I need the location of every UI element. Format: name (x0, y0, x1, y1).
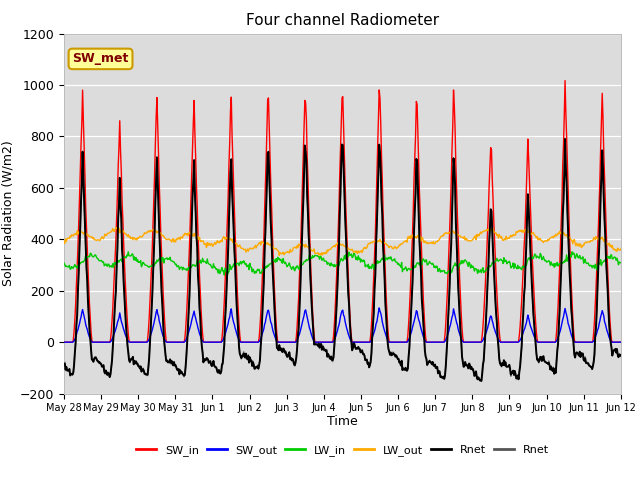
SW_out (60, 339, 68, 345)
LW_out (214, 240, 222, 245)
SW_in (214, 339, 221, 345)
LW_out (128, 235, 136, 240)
SW_out (127, 339, 135, 345)
Line: Rnet: Rnet (64, 139, 621, 381)
X-axis label: Time: Time (327, 415, 358, 428)
Line: SW_in: SW_in (64, 81, 621, 342)
Rnet (426, 360, 434, 365)
Rnet (70, 361, 78, 367)
SW_out (411, 315, 419, 321)
SW_out (184, 332, 192, 337)
LW_out (60, 239, 68, 244)
SW_in (60, 339, 68, 345)
Rnet (617, 353, 625, 359)
LW_in (127, 252, 135, 258)
Line: LW_in: LW_in (64, 252, 621, 275)
Rnet (214, 369, 221, 374)
Text: SW_met: SW_met (72, 52, 129, 65)
LW_in (184, 267, 192, 273)
Line: SW_out: SW_out (64, 308, 621, 342)
Rnet (561, 136, 569, 142)
SW_out (214, 339, 221, 345)
Rnet (214, 370, 221, 375)
SW_in (184, 282, 192, 288)
LW_in (70, 264, 78, 269)
Line: Rnet: Rnet (64, 139, 621, 381)
LW_out (412, 234, 419, 240)
Rnet (184, 324, 192, 330)
LW_in (60, 260, 68, 266)
SW_in (426, 339, 434, 345)
Rnet (561, 136, 569, 142)
SW_out (428, 339, 435, 345)
SW_out (375, 305, 383, 311)
LW_out (617, 246, 625, 252)
LW_in (428, 261, 435, 266)
LW_in (617, 260, 625, 265)
SW_in (561, 78, 569, 84)
SW_out (617, 339, 625, 345)
Rnet (60, 361, 68, 367)
LW_in (568, 249, 576, 255)
Rnet (127, 357, 135, 362)
SW_in (70, 329, 78, 335)
Rnet (184, 324, 192, 330)
Rnet (60, 361, 68, 367)
Rnet (426, 360, 434, 365)
SW_out (70, 338, 78, 344)
LW_out (70, 231, 78, 237)
Rnet (127, 355, 135, 361)
Legend: SW_in, SW_out, LW_in, LW_out, Rnet, Rnet: SW_in, SW_out, LW_in, LW_out, Rnet, Rnet (132, 440, 553, 460)
Rnet (410, 229, 418, 235)
LW_in (411, 263, 419, 269)
Rnet (410, 228, 418, 234)
LW_in (214, 267, 221, 273)
LW_out (185, 231, 193, 237)
LW_out (275, 252, 283, 258)
SW_in (617, 339, 625, 345)
LW_in (223, 272, 231, 278)
Rnet (617, 353, 625, 359)
LW_out (428, 239, 436, 245)
Rnet (70, 362, 78, 368)
Line: LW_out: LW_out (64, 228, 621, 255)
Rnet (477, 378, 484, 384)
SW_in (410, 176, 418, 182)
SW_in (127, 339, 135, 345)
Y-axis label: Solar Radiation (W/m2): Solar Radiation (W/m2) (1, 141, 14, 287)
Title: Four channel Radiometer: Four channel Radiometer (246, 13, 439, 28)
LW_out (112, 225, 120, 230)
Rnet (477, 378, 485, 384)
